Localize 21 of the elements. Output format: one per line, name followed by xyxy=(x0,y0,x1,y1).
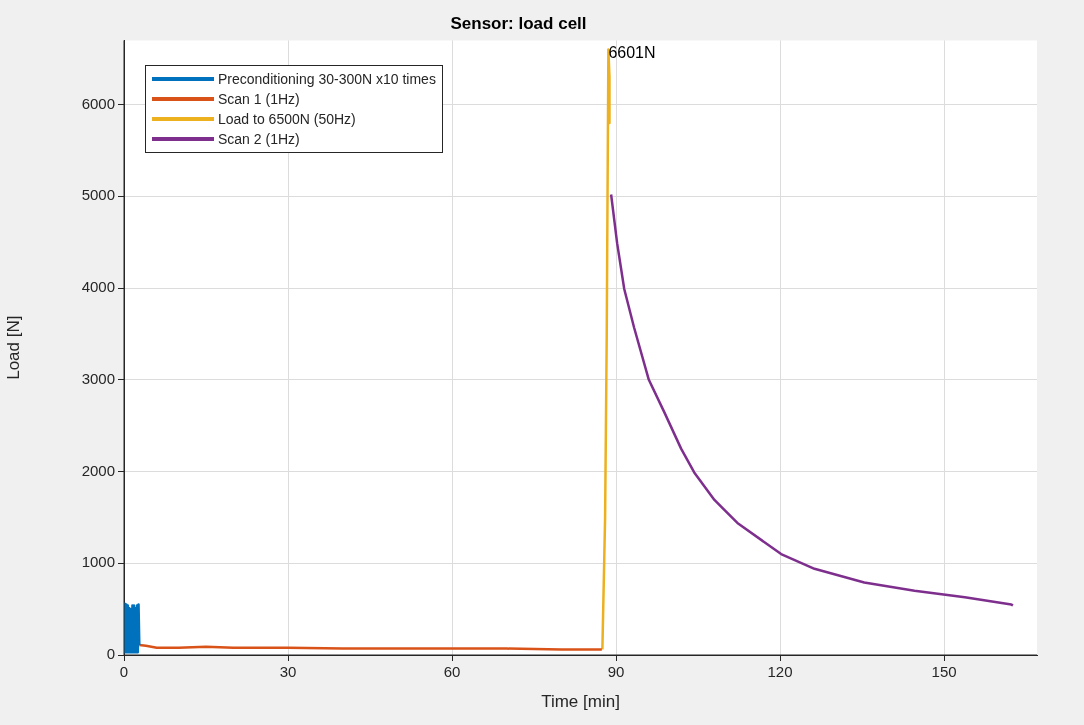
y-tick-label: 2000 xyxy=(81,461,115,479)
x-tick-label: 0 xyxy=(119,663,129,681)
x-tick-label: 30 xyxy=(279,663,297,681)
x-axis-title: Time [min] xyxy=(541,692,620,712)
chart-title: Sensor: load cell xyxy=(450,13,587,33)
y-tick-label: 5000 xyxy=(81,186,115,204)
x-tick-label: 120 xyxy=(767,663,793,681)
x-tick-label: 150 xyxy=(931,663,957,681)
y-tick-label: 0 xyxy=(106,645,115,663)
x-tick-label: 90 xyxy=(607,663,625,681)
legend-label: Scan 2 (1Hz) xyxy=(218,131,300,147)
legend-label: Scan 1 (1Hz) xyxy=(218,91,300,107)
x-tick-label: 60 xyxy=(443,663,461,681)
y-tick-label: 3000 xyxy=(81,369,115,387)
y-tick-label: 6000 xyxy=(81,94,115,112)
legend-label: Load to 6500N (50Hz) xyxy=(218,111,356,127)
y-axis-title: Load [N] xyxy=(3,315,23,380)
y-tick-label: 4000 xyxy=(81,278,115,296)
annotation: 6601N xyxy=(608,43,656,61)
y-tick-label: 1000 xyxy=(81,553,115,571)
legend-label: Preconditioning 30-300N x10 times xyxy=(218,71,436,87)
